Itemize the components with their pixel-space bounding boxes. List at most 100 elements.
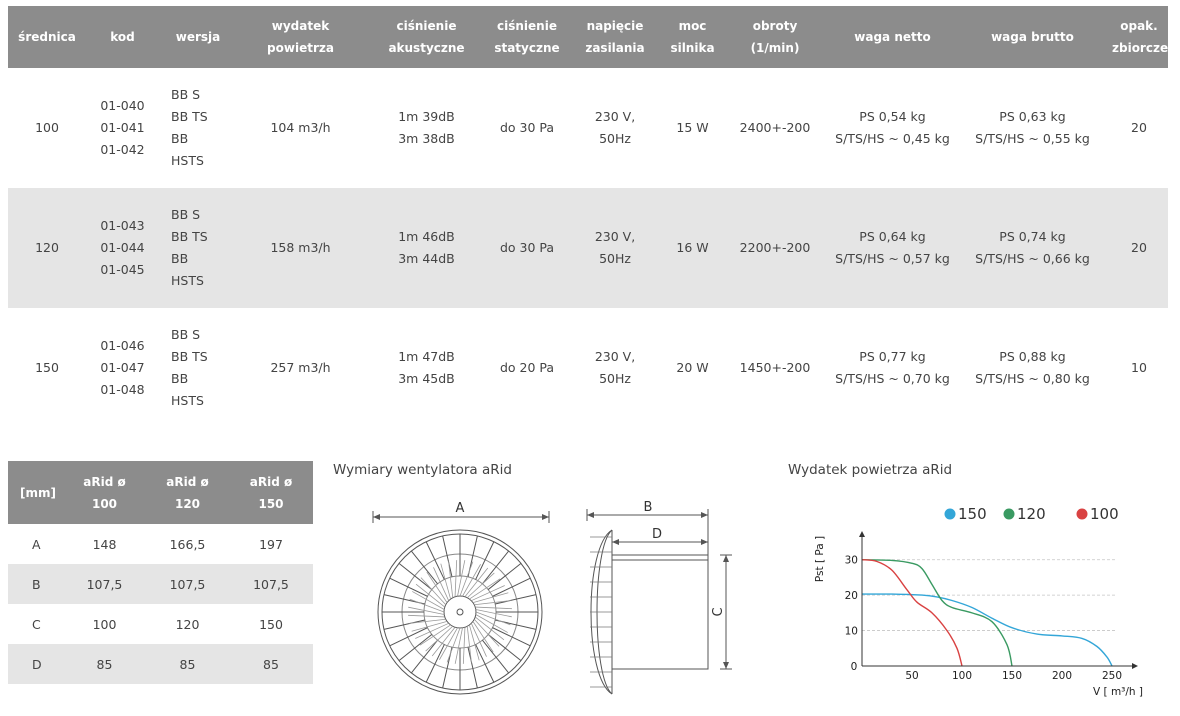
dim-value-cell: 107,5: [63, 564, 146, 604]
gross-weight-cell: PS 0,74 kg S/TS/HS ~ 0,66 kg: [955, 188, 1110, 308]
version-cell: BB S BB TS BB HSTS: [159, 188, 237, 308]
fan-blade: [471, 585, 505, 602]
fan-blade: [415, 583, 446, 608]
legend-swatch-150: [943, 507, 957, 521]
chart-legend: 150 120 100: [943, 505, 1119, 523]
chart-series: [861, 559, 1113, 667]
table-row: B 107,5 107,5 107,5: [8, 564, 313, 604]
x-axis-label: V [ m³/h ]: [1093, 686, 1143, 698]
fan-center: [456, 608, 464, 616]
header-cell: waga netto: [830, 6, 955, 68]
x-tick-label: 150: [1002, 670, 1022, 682]
header-cell: kod: [86, 6, 159, 68]
grille-spoke: [410, 639, 438, 674]
header-cell: wersja: [159, 6, 237, 68]
fan-blade: [409, 598, 445, 613]
fan-blade: [440, 563, 451, 600]
arrow-head: [373, 514, 380, 520]
version-cell: BB S BB TS BB HSTS: [171, 87, 208, 168]
fan-blade: [454, 627, 463, 664]
table-row: 150 01-046 01-047 01-048 BB S BB TS BB H…: [8, 308, 1168, 428]
fan-blade: [446, 627, 461, 663]
dimensions-table: [mm] aRid ø 100 aRid ø 120 aRid ø 150 A …: [8, 461, 313, 684]
x-tick-label: 100: [952, 670, 972, 682]
diameter-cell: 120: [8, 188, 86, 308]
version-cell: BB S BB TS BB HSTS: [171, 327, 208, 408]
fan-blade: [457, 560, 466, 597]
diameter-cell: 100: [35, 120, 59, 135]
fan-blade: [409, 618, 446, 624]
header-cell: [mm]: [8, 461, 63, 524]
dim-label-cell: C: [32, 616, 41, 632]
header-cell: waga brutto: [955, 6, 1110, 68]
arrow-head: [612, 539, 619, 545]
dimension-label-b: B: [644, 500, 653, 515]
dim-value-cell: 85: [146, 644, 229, 684]
dim-value-cell: 148: [92, 536, 117, 552]
fan-blade: [475, 609, 512, 618]
y-axis-label: Pst [ Pa ]: [814, 536, 826, 582]
header-cell: opak. zbiorcze: [1110, 6, 1168, 68]
header-cell: aRid ø 100: [63, 461, 146, 524]
fan-blade: [448, 561, 454, 598]
code-cell: 01-046 01-047 01-048: [100, 338, 145, 397]
dimension-label-c: C: [711, 607, 726, 616]
acoustic-cell: 1m 39dB 3m 38dB: [398, 109, 455, 146]
axis-origin-label: 0: [851, 661, 858, 673]
fan-blade: [472, 592, 509, 603]
table-row: D 85 85 85: [8, 644, 313, 684]
dim-value-cell: 150: [259, 616, 283, 632]
grille-spoke: [425, 644, 445, 683]
dim-label-cell: A: [32, 536, 41, 552]
fan-blade: [426, 571, 448, 603]
chart-ticks: 0 50 100 150 200 250 10 20 30: [845, 555, 1122, 682]
table-row: 120 01-043 01-044 01-045 BB S BB TS BB H…: [8, 188, 1168, 308]
fan-blade: [464, 567, 489, 598]
pack-cell: 10: [1131, 360, 1147, 375]
voltage-cell: 230 V, 50Hz: [565, 188, 665, 308]
dimension-label-a: A: [456, 501, 465, 516]
spec-table: średnica kod wersja wydatek powietrza ci…: [8, 6, 1168, 428]
header-cell: moc silnika: [665, 6, 720, 68]
header-cell: średnica: [8, 6, 86, 68]
grille-spoke: [494, 594, 537, 605]
chart-axes: [859, 531, 1138, 669]
airflow-caption: Wydatek powietrza aRid: [788, 462, 953, 478]
legend-label-100: 100: [1090, 505, 1119, 523]
grille-spoke: [475, 541, 495, 580]
chart-grid: [862, 559, 1117, 631]
fan-blade: [472, 621, 494, 653]
grille-spoke: [442, 535, 453, 578]
x-tick-label: 50: [905, 670, 918, 682]
rpm-cell: 2200+-200: [720, 188, 830, 308]
grille-spoke: [389, 577, 428, 597]
fan-blade: [462, 564, 481, 597]
dims-header-row: [mm] aRid ø 100 aRid ø 120 aRid ø 150: [8, 461, 313, 524]
gross-weight-cell: PS 0,88 kg S/TS/HS ~ 0,80 kg: [975, 349, 1090, 386]
x-tick-label: 200: [1052, 670, 1072, 682]
airflow-cell: 104 m3/h: [270, 120, 331, 135]
fan-blade: [469, 624, 480, 661]
fan-hub: [443, 595, 477, 629]
dim-value-cell: 120: [175, 616, 200, 632]
diameter-cell: 150: [35, 360, 59, 375]
pack-cell: 20: [1110, 188, 1168, 308]
dim-value-cell: 107,5: [229, 564, 313, 604]
grille-spoke: [398, 562, 433, 590]
legend-swatch-120: [1002, 507, 1016, 521]
arrow-head: [542, 514, 549, 520]
net-weight-cell: PS 0,54 kg S/TS/HS ~ 0,45 kg: [835, 109, 950, 146]
power-cell: 20 W: [676, 360, 709, 375]
fan-blade: [433, 567, 450, 601]
arrow-head: [723, 555, 729, 562]
fan-blade: [408, 606, 445, 615]
fan-blade: [408, 614, 445, 618]
fan-blade: [475, 614, 508, 633]
dim-value-cell: 197: [259, 536, 283, 552]
fan-blade: [454, 560, 458, 597]
legend-label-120: 120: [1017, 505, 1046, 523]
fan-hub-ring: [423, 575, 497, 649]
dim-value-cell: 85: [229, 644, 313, 684]
y-tick-label: 30: [845, 555, 858, 567]
spec-header-row: średnica kod wersja wydatek powietrza ci…: [8, 6, 1168, 68]
